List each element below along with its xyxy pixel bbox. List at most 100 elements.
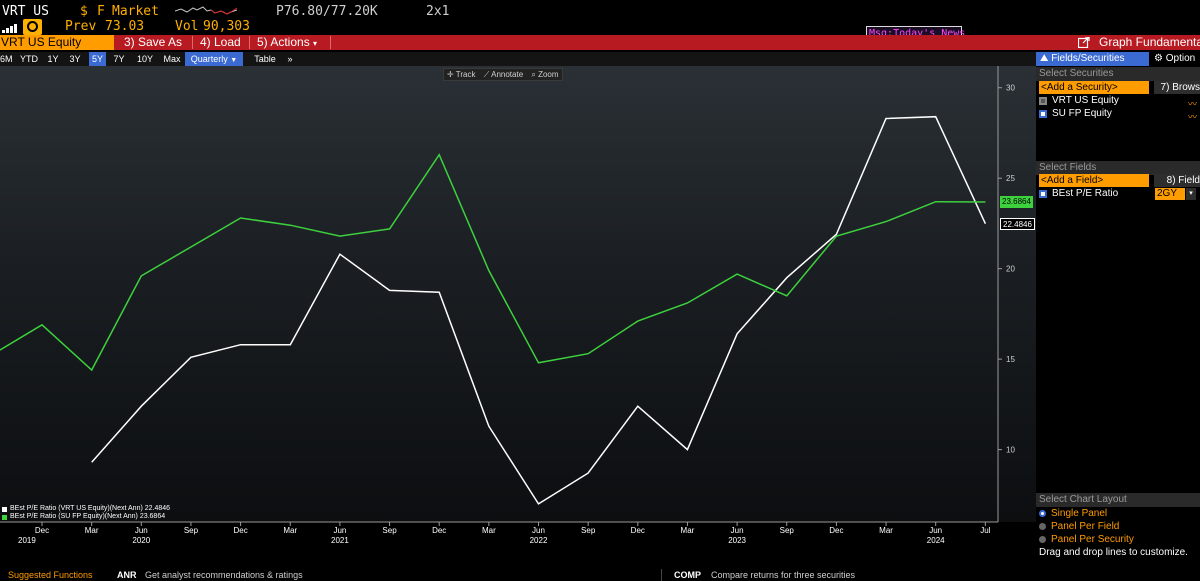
radio[interactable] <box>1039 523 1046 530</box>
zoom-button[interactable]: ⌕ Zoom <box>528 70 561 79</box>
x-tick-label: Mar <box>283 526 297 535</box>
select-securities-header: Select Securities <box>1036 67 1200 81</box>
currency-label: $ <box>80 4 88 19</box>
legend-value: 23.6864 <box>139 513 166 520</box>
anr-code[interactable]: ANR <box>117 570 137 580</box>
legend-text: BEst P/E Ratio (VRT US Equity)(Next Ann) <box>10 505 143 512</box>
x-tick-label: Dec <box>432 526 446 535</box>
fields-button[interactable]: 8) Field <box>1154 174 1200 187</box>
chart-tools: ✛ Track ⟋ Annotate ⌕ Zoom <box>443 68 563 81</box>
chart-svg: 10 15 20 25 30 Dec Mar Jun Sep Dec Mar Jun Sep Dec Mar… <box>0 66 1015 545</box>
period-toolbar: 6M YTD 1Y 3Y 5Y 7Y 10Y Max Quarterly ▼ T… <box>0 52 1036 66</box>
market-label: Market <box>112 4 159 19</box>
radio-selected[interactable] <box>1039 510 1046 517</box>
load-button[interactable]: 4) Load <box>200 35 241 49</box>
graph-title: Graph Fundamental <box>1099 35 1200 49</box>
x-year-label: 2023 <box>728 536 746 545</box>
browse-button[interactable]: 7) Brows <box>1154 81 1200 94</box>
period-max[interactable]: Max <box>163 54 181 64</box>
period-1y[interactable]: 1Y <box>47 54 59 64</box>
add-field-input[interactable]: <Add a Field> <box>1039 174 1149 187</box>
x-tick-label: Jun <box>731 526 744 535</box>
select-fields-header: Select Fields <box>1036 161 1200 175</box>
zoom-label: Zoom <box>538 70 559 79</box>
period-5y[interactable]: 5Y <box>89 52 106 66</box>
save-as-button[interactable]: 3) Save As <box>124 35 183 49</box>
signal-bars-icon <box>2 22 20 33</box>
add-security-input[interactable]: <Add a Security> <box>1039 81 1149 94</box>
security-row-su[interactable]: SU FP Equity <box>1039 107 1112 120</box>
actions-label: 5) Actions <box>257 35 310 49</box>
chart-area[interactable] <box>0 66 1036 522</box>
comp-code[interactable]: COMP <box>674 570 701 580</box>
period-7y[interactable]: 7Y <box>113 54 125 64</box>
layout-single-panel[interactable]: Single Panel <box>1039 507 1188 520</box>
annotate-button[interactable]: ⟋ Annotate <box>481 70 526 79</box>
legend-text: BEst P/E Ratio (SU FP Equity)(Next Ann) <box>10 513 138 520</box>
select-layout-header: Select Chart Layout <box>1036 493 1200 507</box>
ticker-symbol[interactable]: VRT US <box>2 4 49 19</box>
crosshair-icon: ✛ <box>447 70 454 79</box>
x-tick-label: Sep <box>382 526 397 535</box>
line-style-icon[interactable]: 〰 <box>1188 112 1198 122</box>
pencil-icon: ⟋ <box>483 70 490 79</box>
x-tick-label: Dec <box>829 526 843 535</box>
x-tick-label: Dec <box>631 526 645 535</box>
field-row[interactable]: BEst P/E Ratio <box>1039 187 1118 200</box>
drag-hint: Drag and drop lines to customize. <box>1039 547 1188 558</box>
frequency-value: Quarterly <box>190 54 228 64</box>
security-label: SU FP Equity <box>1052 108 1112 119</box>
tab-options[interactable]: ⚙ Option <box>1154 52 1200 66</box>
quote-size: 2x1 <box>426 4 450 19</box>
x-tick-label: Sep <box>780 526 795 535</box>
magnifier-icon: ⌕ <box>531 70 536 79</box>
period-ytd[interactable]: YTD <box>20 54 38 64</box>
layout-label: Single Panel <box>1051 508 1108 519</box>
anr-description[interactable]: Get analyst recommendations & ratings <box>145 570 303 580</box>
alert-icon[interactable] <box>23 19 42 35</box>
divider <box>330 36 331 49</box>
period-6m[interactable]: 6M <box>0 54 13 64</box>
x-tick-label: Mar <box>85 526 99 535</box>
x-tick-label: Mar <box>879 526 893 535</box>
track-button[interactable]: ✛ Track <box>444 70 478 79</box>
security-label: VRT US Equity <box>1052 95 1119 106</box>
checkbox[interactable] <box>1039 189 1047 198</box>
more-button[interactable]: » <box>287 54 293 64</box>
legend-value: 22.4846 <box>144 505 171 512</box>
period-3y[interactable]: 3Y <box>69 54 81 64</box>
comp-description[interactable]: Compare returns for three securities <box>711 570 856 580</box>
suggested-functions-bar: Suggested Functions ANR Get analyst reco… <box>0 569 1200 581</box>
right-panel: ⛰ Fields/Securities ⚙ Option Select Secu… <box>1036 52 1200 522</box>
chevron-down-icon: ▾ <box>313 39 318 48</box>
security-row-vrt[interactable]: VRT US Equity <box>1039 94 1119 107</box>
external-link-icon[interactable] <box>1078 37 1090 48</box>
field-period-select[interactable]: 2GY <box>1155 188 1185 200</box>
table-button[interactable]: Table <box>254 54 276 64</box>
command-bar: VRT US Equity 3) Save As 4) Load 5) Acti… <box>0 35 1200 50</box>
layout-label: Panel Per Security <box>1051 534 1134 545</box>
actions-button[interactable]: 5) Actions ▾ <box>257 35 317 50</box>
y-tick-label: 30 <box>1006 84 1015 93</box>
vol-label: Vol <box>175 19 199 34</box>
checkbox[interactable] <box>1039 96 1047 105</box>
chart-icon: ⛰ <box>1040 53 1049 64</box>
period-10y[interactable]: 10Y <box>136 54 153 64</box>
x-tick-label: Jul <box>980 526 990 535</box>
ticker-bar: VRT US $ F Market P76.80/77.20K 2x1 Prev… <box>0 0 1200 35</box>
divider <box>249 36 250 49</box>
last-value-tag: 22.4846 <box>1000 217 1035 230</box>
tab-fields-securities[interactable]: ⛰ Fields/Securities <box>1036 52 1149 66</box>
layout-panel-per-security[interactable]: Panel Per Security <box>1039 533 1188 546</box>
layout-panel-per-field[interactable]: Panel Per Field <box>1039 520 1188 533</box>
x-tick-label: Dec <box>35 526 49 535</box>
line-style-icon[interactable]: 〰 <box>1188 99 1198 109</box>
chevron-down-icon[interactable]: ▾ <box>1186 188 1196 200</box>
y-tick-label: 25 <box>1006 174 1015 183</box>
security-input[interactable]: VRT US Equity <box>0 35 114 50</box>
radio[interactable] <box>1039 536 1046 543</box>
frequency-dropdown[interactable]: Quarterly ▼ <box>185 52 243 66</box>
layout-options: Single Panel Panel Per Field Panel Per S… <box>1039 507 1188 559</box>
x-year-label: 2022 <box>530 536 548 545</box>
checkbox[interactable] <box>1039 109 1047 118</box>
